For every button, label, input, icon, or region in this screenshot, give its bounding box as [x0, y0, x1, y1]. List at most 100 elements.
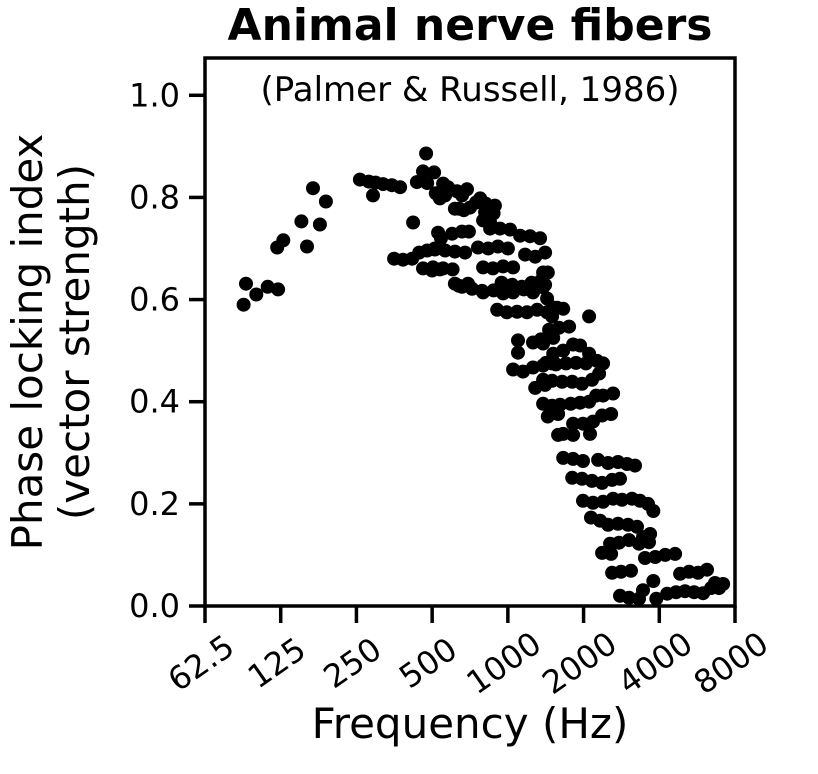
data-point [447, 244, 462, 259]
data-point [461, 224, 476, 239]
y-tick-label: 0.8 [129, 178, 180, 216]
data-point [513, 228, 528, 243]
data-point [249, 287, 264, 302]
data-point [668, 546, 683, 561]
data-point [638, 551, 652, 565]
x-tick-label: 8000 [687, 624, 776, 702]
source-annotation: (Palmer & Russell, 1986) [260, 70, 680, 110]
x-tick-label: 2000 [535, 624, 624, 702]
data-point [510, 304, 525, 319]
data-point [420, 176, 435, 191]
data-point [506, 285, 521, 300]
data-point [426, 260, 440, 275]
data-point [649, 591, 664, 606]
data-point [276, 233, 291, 248]
data-point [416, 164, 430, 179]
x-tick-label: 4000 [611, 624, 700, 702]
data-point [538, 245, 553, 260]
y-tick-label: 1.0 [129, 76, 180, 114]
data-point [700, 562, 714, 577]
data-point [427, 165, 442, 180]
data-point [538, 277, 553, 292]
data-point [271, 282, 286, 297]
data-point [559, 356, 573, 371]
y-axis-label-line1: Phase locking index [3, 133, 52, 551]
y-tick-label: 0.4 [129, 383, 180, 421]
data-point [704, 581, 719, 596]
data-point [406, 215, 421, 230]
data-point [455, 188, 469, 203]
data-point [582, 309, 597, 324]
data-point [613, 471, 627, 486]
data-point [511, 345, 525, 360]
data-point [576, 454, 590, 468]
data-point [445, 262, 460, 277]
data-point [236, 297, 251, 312]
data-point [586, 414, 600, 429]
data-point [366, 188, 380, 203]
data-point [583, 426, 597, 441]
data-point [476, 285, 491, 300]
data-point [586, 495, 600, 510]
data-point [500, 241, 515, 256]
data-point [632, 591, 646, 606]
data-point [506, 260, 521, 275]
data-point [469, 195, 483, 210]
data-point [471, 240, 485, 255]
x-tick-label: 62.5 [161, 627, 241, 699]
data-point [646, 504, 661, 518]
data-point [306, 181, 320, 196]
data-point [312, 217, 327, 232]
data-point [533, 231, 548, 246]
data-point [555, 374, 570, 389]
data-point [239, 276, 253, 291]
data-point [294, 214, 309, 229]
data-point [318, 194, 333, 209]
data-point [493, 221, 507, 236]
data-point [409, 175, 424, 190]
data-point [300, 239, 314, 254]
data-point [646, 574, 661, 588]
data-point [604, 546, 619, 561]
axes-frame [203, 56, 737, 608]
data-point [573, 338, 588, 353]
data-point [393, 180, 408, 195]
y-tick-label: 0.2 [129, 485, 180, 523]
data-point [431, 225, 446, 240]
data-point [511, 333, 525, 348]
data-point [630, 519, 644, 534]
x-axis-label: Frequency (Hz) [311, 699, 629, 748]
data-point [499, 305, 514, 320]
data-point [556, 301, 571, 316]
data-point [716, 577, 731, 591]
data-point [562, 319, 577, 334]
y-axis-label: Phase locking index (vector strength) [3, 32, 100, 652]
data-point [536, 336, 551, 351]
data-point [483, 221, 498, 236]
x-tick-label: 1000 [460, 624, 549, 702]
data-point [628, 458, 642, 473]
data-point [566, 416, 581, 431]
data-point [569, 355, 583, 370]
data-point [592, 366, 607, 381]
data-point [545, 309, 560, 324]
chart-title: Animal nerve fibers [227, 0, 713, 51]
data-point [503, 222, 518, 237]
data-point [551, 407, 566, 421]
data-point [606, 386, 621, 401]
y-tick-label: 0.0 [129, 587, 180, 625]
y-tick-label: 0.6 [129, 281, 180, 319]
data-point [548, 357, 563, 372]
x-tick-label: 500 [392, 630, 464, 696]
x-tick-label: 125 [241, 630, 313, 696]
data-point [624, 563, 638, 578]
data-point [642, 535, 656, 550]
data-point [458, 245, 473, 260]
data-point [432, 191, 447, 206]
data-point [604, 407, 619, 421]
data-point [566, 427, 581, 442]
x-tick-label: 250 [317, 630, 389, 696]
y-axis-label-line2: (vector strength) [50, 163, 99, 521]
